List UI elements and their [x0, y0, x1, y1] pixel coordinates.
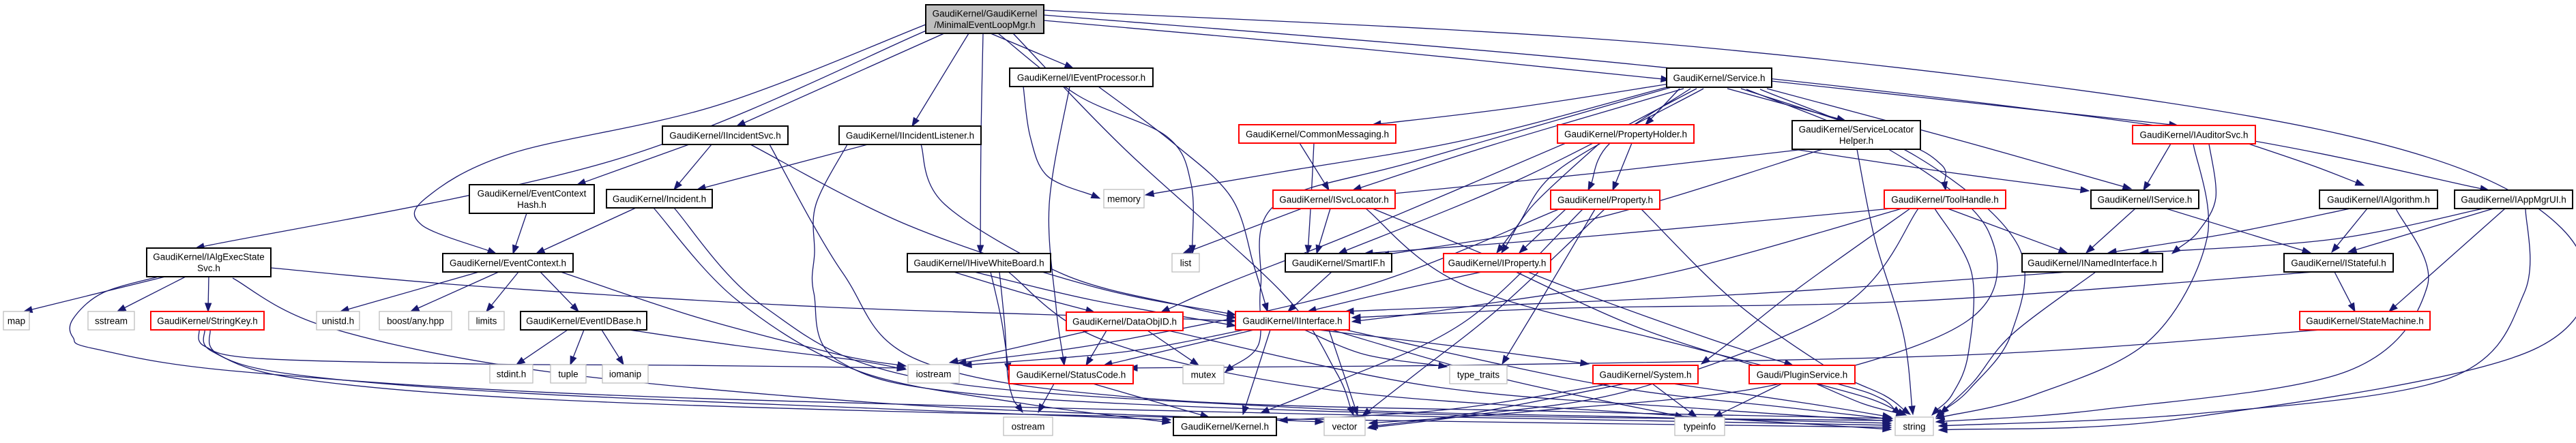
- svg-text:Helper.h: Helper.h: [1839, 136, 1873, 146]
- svg-text:/MinimalEventLoopMgr.h: /MinimalEventLoopMgr.h: [934, 20, 1036, 30]
- svg-text:GaudiKernel/CommonMessaging.h: GaudiKernel/CommonMessaging.h: [1246, 129, 1389, 139]
- svg-text:GaudiKernel/IEventProcessor.h: GaudiKernel/IEventProcessor.h: [1017, 72, 1145, 82]
- svg-text:GaudiKernel/SmartIF.h: GaudiKernel/SmartIF.h: [1292, 258, 1386, 268]
- svg-text:list: list: [1180, 258, 1192, 268]
- svg-text:iomanip: iomanip: [609, 369, 641, 379]
- svg-text:GaudiKernel/IIncidentSvc.h: GaudiKernel/IIncidentSvc.h: [669, 130, 781, 140]
- svg-text:Hash.h: Hash.h: [517, 200, 546, 210]
- svg-text:iostream: iostream: [916, 369, 952, 379]
- svg-text:memory: memory: [1107, 194, 1141, 204]
- svg-text:GaudiKernel/IIncidentListener.: GaudiKernel/IIncidentListener.h: [846, 130, 974, 140]
- svg-text:GaudiKernel/EventIDBase.h: GaudiKernel/EventIDBase.h: [526, 316, 641, 326]
- svg-text:map: map: [8, 316, 25, 326]
- svg-text:GaudiKernel/GaudiKernel: GaudiKernel/GaudiKernel: [933, 9, 1038, 19]
- svg-text:GaudiKernel/IAlgorithm.h: GaudiKernel/IAlgorithm.h: [2327, 194, 2430, 204]
- svg-text:GaudiKernel/EventContext: GaudiKernel/EventContext: [478, 189, 587, 199]
- svg-text:GaudiKernel/IInterface.h: GaudiKernel/IInterface.h: [1242, 316, 1342, 326]
- svg-text:GaudiKernel/Kernel.h: GaudiKernel/Kernel.h: [1181, 421, 1269, 431]
- svg-text:mutex: mutex: [1191, 369, 1216, 380]
- svg-text:GaudiKernel/Property.h: GaudiKernel/Property.h: [1557, 195, 1653, 205]
- svg-text:Svc.h: Svc.h: [197, 263, 220, 273]
- svg-text:string: string: [1903, 421, 1925, 431]
- svg-text:GaudiKernel/Service.h: GaudiKernel/Service.h: [1673, 73, 1765, 83]
- svg-text:boost/any.hpp: boost/any.hpp: [387, 316, 444, 326]
- svg-text:GaudiKernel/Incident.h: GaudiKernel/Incident.h: [613, 194, 706, 204]
- svg-text:GaudiKernel/IStateful.h: GaudiKernel/IStateful.h: [2291, 258, 2386, 268]
- svg-text:GaudiKernel/PropertyHolder.h: GaudiKernel/PropertyHolder.h: [1564, 129, 1687, 139]
- svg-text:unistd.h: unistd.h: [322, 316, 354, 326]
- svg-text:GaudiKernel/DataObjID.h: GaudiKernel/DataObjID.h: [1072, 316, 1177, 326]
- svg-text:sstream: sstream: [95, 316, 128, 326]
- svg-text:stdint.h: stdint.h: [497, 369, 527, 379]
- svg-text:GaudiKernel/StateMachine.h: GaudiKernel/StateMachine.h: [2306, 316, 2424, 326]
- svg-text:Gaudi/PluginService.h: Gaudi/PluginService.h: [1757, 369, 1848, 380]
- svg-text:GaudiKernel/IHiveWhiteBoard.h: GaudiKernel/IHiveWhiteBoard.h: [913, 258, 1044, 268]
- svg-text:GaudiKernel/ServiceLocator: GaudiKernel/ServiceLocator: [1799, 125, 1914, 135]
- svg-text:GaudiKernel/IProperty.h: GaudiKernel/IProperty.h: [1448, 258, 1547, 268]
- svg-text:GaudiKernel/StringKey.h: GaudiKernel/StringKey.h: [157, 316, 258, 326]
- svg-text:GaudiKernel/ISvcLocator.h: GaudiKernel/ISvcLocator.h: [1279, 194, 1389, 204]
- svg-text:limits: limits: [476, 316, 497, 326]
- svg-text:GaudiKernel/INamedInterface.h: GaudiKernel/INamedInterface.h: [2028, 258, 2157, 268]
- svg-text:vector: vector: [1332, 421, 1358, 431]
- svg-text:type_traits: type_traits: [1457, 369, 1500, 380]
- svg-text:GaudiKernel/IAlgExecState: GaudiKernel/IAlgExecState: [153, 252, 265, 262]
- svg-text:GaudiKernel/System.h: GaudiKernel/System.h: [1599, 369, 1691, 380]
- svg-text:GaudiKernel/IAppMgrUI.h: GaudiKernel/IAppMgrUI.h: [2461, 194, 2566, 204]
- svg-text:tuple: tuple: [558, 369, 578, 379]
- svg-text:typeinfo: typeinfo: [1684, 421, 1716, 431]
- svg-text:GaudiKernel/EventContext.h: GaudiKernel/EventContext.h: [450, 258, 566, 268]
- svg-text:ostream: ostream: [1012, 421, 1045, 431]
- svg-text:GaudiKernel/ToolHandle.h: GaudiKernel/ToolHandle.h: [1891, 194, 1999, 204]
- svg-text:GaudiKernel/IAuditorSvc.h: GaudiKernel/IAuditorSvc.h: [2139, 129, 2248, 140]
- svg-text:GaudiKernel/StatusCode.h: GaudiKernel/StatusCode.h: [1016, 369, 1126, 380]
- svg-text:GaudiKernel/IService.h: GaudiKernel/IService.h: [2098, 194, 2193, 204]
